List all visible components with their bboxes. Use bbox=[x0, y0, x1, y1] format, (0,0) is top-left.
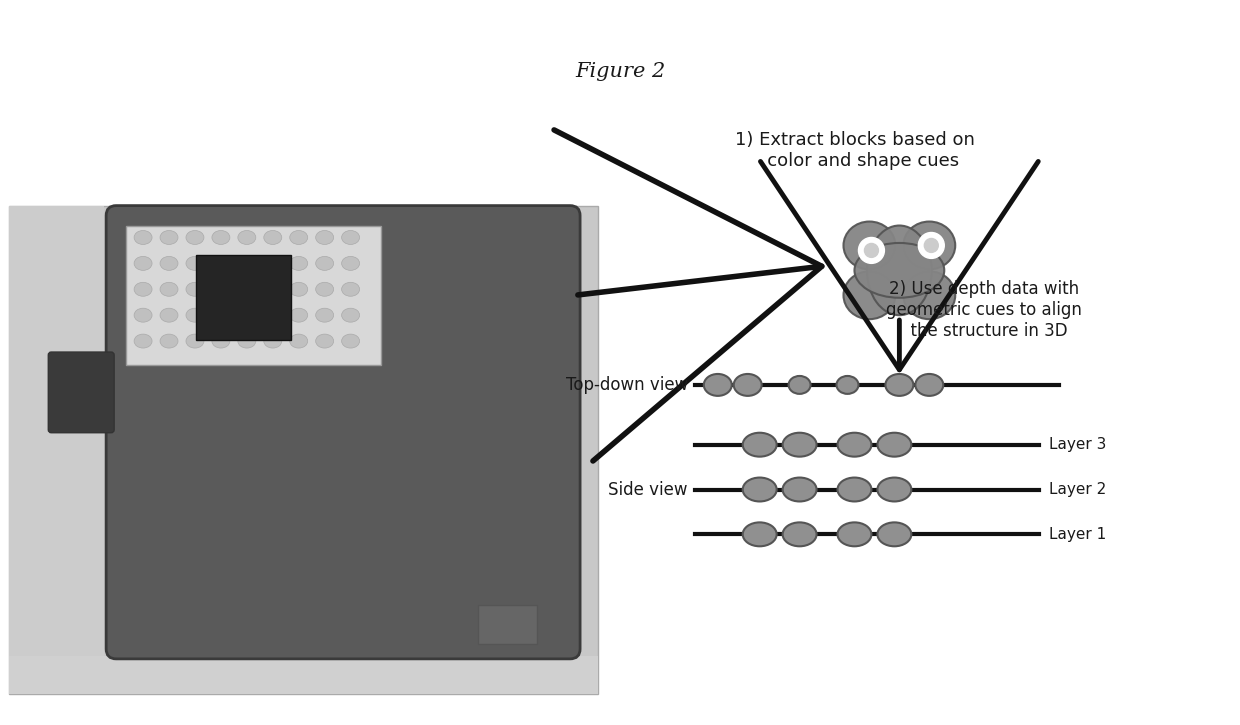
Ellipse shape bbox=[885, 374, 914, 396]
Ellipse shape bbox=[134, 308, 153, 322]
Ellipse shape bbox=[854, 243, 945, 298]
Ellipse shape bbox=[212, 231, 229, 244]
Ellipse shape bbox=[743, 478, 776, 502]
Text: Figure 2: Figure 2 bbox=[575, 62, 665, 81]
Circle shape bbox=[919, 233, 945, 258]
Ellipse shape bbox=[290, 257, 308, 270]
Ellipse shape bbox=[878, 523, 911, 547]
Ellipse shape bbox=[342, 282, 360, 297]
Ellipse shape bbox=[743, 433, 776, 457]
Ellipse shape bbox=[290, 282, 308, 297]
Text: Layer 3: Layer 3 bbox=[1049, 437, 1106, 452]
Ellipse shape bbox=[878, 478, 911, 502]
Ellipse shape bbox=[734, 374, 761, 396]
Ellipse shape bbox=[837, 478, 872, 502]
Ellipse shape bbox=[789, 376, 811, 394]
Ellipse shape bbox=[186, 334, 203, 348]
FancyBboxPatch shape bbox=[10, 206, 104, 694]
Ellipse shape bbox=[290, 334, 308, 348]
Ellipse shape bbox=[238, 231, 255, 244]
Ellipse shape bbox=[904, 271, 955, 319]
Ellipse shape bbox=[264, 231, 281, 244]
Ellipse shape bbox=[212, 334, 229, 348]
Ellipse shape bbox=[316, 308, 334, 322]
FancyBboxPatch shape bbox=[196, 255, 290, 340]
Ellipse shape bbox=[160, 282, 179, 297]
Ellipse shape bbox=[264, 334, 281, 348]
Ellipse shape bbox=[342, 257, 360, 270]
Ellipse shape bbox=[782, 523, 817, 547]
Ellipse shape bbox=[186, 257, 203, 270]
Ellipse shape bbox=[160, 308, 179, 322]
Ellipse shape bbox=[264, 308, 281, 322]
Ellipse shape bbox=[867, 225, 931, 315]
FancyBboxPatch shape bbox=[126, 225, 381, 365]
Ellipse shape bbox=[160, 334, 179, 348]
Text: 1) Extract blocks based on
   color and shape cues: 1) Extract blocks based on color and sha… bbox=[734, 131, 975, 170]
Ellipse shape bbox=[134, 282, 153, 297]
Ellipse shape bbox=[915, 374, 944, 396]
Ellipse shape bbox=[134, 231, 153, 244]
FancyBboxPatch shape bbox=[107, 206, 580, 659]
Ellipse shape bbox=[843, 271, 895, 319]
Ellipse shape bbox=[837, 523, 872, 547]
Ellipse shape bbox=[238, 334, 255, 348]
Circle shape bbox=[924, 239, 939, 252]
Ellipse shape bbox=[186, 282, 203, 297]
Ellipse shape bbox=[904, 222, 955, 270]
Circle shape bbox=[858, 238, 884, 263]
Text: 2) Use depth data with
geometric cues to align
  the structure in 3D: 2) Use depth data with geometric cues to… bbox=[887, 281, 1083, 340]
Ellipse shape bbox=[238, 257, 255, 270]
Ellipse shape bbox=[186, 308, 203, 322]
Ellipse shape bbox=[342, 334, 360, 348]
Text: Top-down view: Top-down view bbox=[565, 376, 688, 394]
Ellipse shape bbox=[743, 523, 776, 547]
Ellipse shape bbox=[264, 257, 281, 270]
FancyBboxPatch shape bbox=[10, 206, 598, 694]
Text: Layer 2: Layer 2 bbox=[1049, 482, 1106, 497]
Ellipse shape bbox=[878, 433, 911, 457]
Ellipse shape bbox=[342, 308, 360, 322]
Ellipse shape bbox=[782, 478, 817, 502]
Ellipse shape bbox=[316, 257, 334, 270]
Ellipse shape bbox=[704, 374, 732, 396]
Ellipse shape bbox=[264, 282, 281, 297]
Ellipse shape bbox=[782, 433, 817, 457]
Ellipse shape bbox=[837, 433, 872, 457]
Ellipse shape bbox=[134, 334, 153, 348]
Ellipse shape bbox=[238, 282, 255, 297]
Ellipse shape bbox=[290, 231, 308, 244]
Ellipse shape bbox=[238, 308, 255, 322]
Ellipse shape bbox=[212, 257, 229, 270]
Text: Layer 1: Layer 1 bbox=[1049, 527, 1106, 542]
Text: Side view: Side view bbox=[609, 481, 688, 499]
Ellipse shape bbox=[212, 308, 229, 322]
Ellipse shape bbox=[160, 257, 179, 270]
FancyBboxPatch shape bbox=[48, 352, 114, 433]
Ellipse shape bbox=[316, 334, 334, 348]
Ellipse shape bbox=[837, 376, 858, 394]
Ellipse shape bbox=[316, 231, 334, 244]
Ellipse shape bbox=[186, 231, 203, 244]
Ellipse shape bbox=[212, 282, 229, 297]
FancyBboxPatch shape bbox=[479, 605, 537, 644]
Ellipse shape bbox=[342, 231, 360, 244]
Ellipse shape bbox=[843, 222, 895, 270]
FancyBboxPatch shape bbox=[10, 656, 598, 694]
Ellipse shape bbox=[316, 282, 334, 297]
Ellipse shape bbox=[134, 257, 153, 270]
Ellipse shape bbox=[160, 231, 179, 244]
Circle shape bbox=[864, 244, 878, 257]
Ellipse shape bbox=[290, 308, 308, 322]
